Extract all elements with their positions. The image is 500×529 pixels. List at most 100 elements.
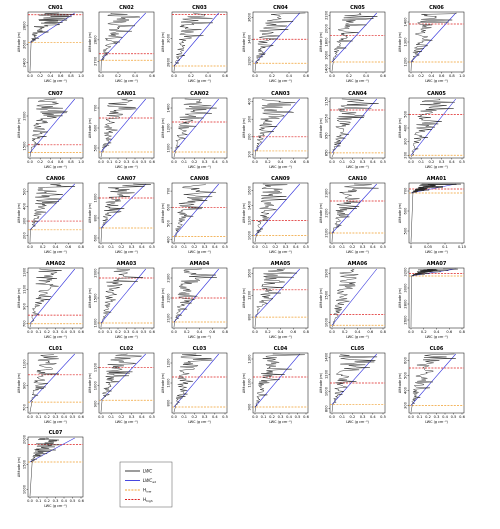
panel-title: CL06 bbox=[430, 346, 444, 352]
y-tick-label: 1500 bbox=[23, 459, 27, 469]
x-tick-label: 0.8 bbox=[459, 330, 465, 334]
x-tick-label: 0.4 bbox=[132, 74, 138, 78]
lwc-line bbox=[331, 353, 378, 413]
x-tick-label: 0.5 bbox=[380, 160, 386, 164]
x-tick-label: 0.0 bbox=[171, 74, 177, 78]
x-tick-label: 0.3 bbox=[278, 415, 284, 419]
x-axis-label: LWC (g cm⁻³) bbox=[44, 335, 67, 339]
panel-title: CL05 bbox=[351, 346, 365, 352]
x-tick-label: 0.2 bbox=[350, 160, 356, 164]
x-tick-label: 0.6 bbox=[446, 330, 452, 334]
lwc-line bbox=[29, 98, 68, 158]
panel-title: CL03 bbox=[193, 346, 207, 352]
lwc-ad-line bbox=[100, 268, 146, 324]
x-tick-label: 0.2 bbox=[37, 74, 43, 78]
x-tick-label: 0.1 bbox=[417, 415, 423, 419]
x-axis-label: LWC (g cm⁻³) bbox=[115, 250, 138, 254]
y-tick-label: 500 bbox=[167, 219, 171, 227]
x-tick-label: 0.0 bbox=[329, 160, 335, 164]
x-tick-label: 0.0 bbox=[98, 330, 104, 334]
x-tick-label: 0.4 bbox=[139, 245, 145, 249]
x-tick-label: 0.1 bbox=[107, 160, 113, 164]
plot-frame bbox=[252, 11, 309, 73]
panel-title: CN01 bbox=[48, 5, 63, 11]
panel-title: CAN05 bbox=[427, 91, 446, 97]
x-tick-label: 0.1 bbox=[339, 245, 345, 249]
y-tick-label: 1800 bbox=[325, 37, 329, 47]
x-tick-label: 0.2 bbox=[188, 74, 194, 78]
x-tick-label: 0.2 bbox=[44, 499, 50, 503]
x-tick-label: 0.1 bbox=[442, 245, 448, 249]
x-tick-label: 0.2 bbox=[192, 160, 198, 164]
lwc-line bbox=[410, 98, 455, 158]
lwc-ad-line bbox=[410, 353, 456, 406]
plot-frame bbox=[252, 182, 309, 244]
panel-cl07: CL07 0.0 0.1 0.2 0.3 0.4 0.5 0.6 LWC (g cm⁻³) 100… bbox=[17, 430, 85, 508]
panel-title: AMA02 bbox=[46, 261, 66, 267]
legend-label: LWCad bbox=[143, 478, 156, 484]
x-axis-label: LWC (g cm⁻³) bbox=[115, 335, 138, 339]
y-tick-label: 1200 bbox=[325, 369, 329, 379]
panel-can10: CAN10 0.0 0.1 0.2 0.3 0.4 0.5 LWC (g cm⁻³) 2100 2… bbox=[319, 176, 386, 254]
legend-label: Hlow bbox=[143, 488, 152, 494]
x-tick-label: 0.5 bbox=[295, 415, 301, 419]
x-axis-label: LWC (g cm⁻³) bbox=[269, 165, 292, 169]
y-tick-label: 300 bbox=[404, 401, 408, 409]
y-tick-label: 400 bbox=[404, 124, 408, 132]
x-tick-label: 0.3 bbox=[129, 415, 135, 419]
y-tick-label: 2400 bbox=[23, 57, 27, 67]
lwc-ad-line bbox=[410, 268, 456, 277]
x-tick-label: 0.3 bbox=[53, 330, 59, 334]
x-tick-label: 0.2 bbox=[265, 330, 271, 334]
y-tick-label: 1600 bbox=[248, 185, 252, 195]
y-tick-label: 1600 bbox=[248, 268, 252, 278]
y-tick-label: 1200 bbox=[167, 358, 171, 368]
panel-cn03: CN03 0.0 0.2 0.4 0.6 LWC (g cm⁻³) 2800 3000Alti… bbox=[161, 5, 229, 83]
y-tick-label: 1000 bbox=[94, 380, 98, 390]
panel-title: CL07 bbox=[49, 430, 63, 436]
plot-frame bbox=[27, 11, 84, 73]
panel-can08: CAN08 0.0 0.1 0.2 0.3 0.4 0.5 LWC (g cm⁻³) 400 50… bbox=[161, 176, 228, 254]
x-tick-label: 0.4 bbox=[212, 160, 218, 164]
y-axis-label: Altitude (m) bbox=[398, 31, 402, 52]
x-tick-label: 0.0 bbox=[98, 245, 104, 249]
x-tick-label: 0.6 bbox=[290, 160, 296, 164]
x-tick-label: 0.2 bbox=[269, 74, 275, 78]
x-tick-label: 0.0 bbox=[408, 74, 414, 78]
x-tick-label: 0.0 bbox=[27, 160, 33, 164]
panel-can01: CAN01 0.0 0.1 0.2 0.3 0.4 0.5 0.6 LWC (g cm⁻³) 50… bbox=[88, 91, 156, 169]
x-tick-label: 0.5 bbox=[222, 245, 228, 249]
y-tick-label: 1000 bbox=[167, 378, 171, 388]
y-tick-label: 950 bbox=[325, 132, 329, 140]
lwc-ad-line bbox=[410, 183, 456, 194]
panel-title: AMA05 bbox=[271, 261, 291, 267]
y-tick-label: 1200 bbox=[248, 215, 252, 225]
lwc-ad-line bbox=[29, 353, 75, 403]
x-axis-label: LWC (g cm⁻³) bbox=[346, 165, 369, 169]
x-tick-label: 0.2 bbox=[192, 245, 198, 249]
legend-entry-lwc: LWC bbox=[125, 469, 152, 474]
x-tick-label: 0.1 bbox=[108, 245, 114, 249]
lwc-line bbox=[173, 268, 217, 328]
plot-frame bbox=[27, 97, 84, 159]
panel-can04: CAN04 0.0 0.1 0.2 0.3 0.4 0.5 LWC (g cm⁻³) 850 95… bbox=[319, 91, 386, 169]
x-tick-label: 0.1 bbox=[108, 415, 114, 419]
panel-title: CL04 bbox=[274, 346, 288, 352]
y-tick-label: 700 bbox=[167, 187, 171, 195]
lwc-ad-line bbox=[331, 12, 377, 63]
lwc-line bbox=[331, 98, 379, 158]
y-tick-label: 1400 bbox=[404, 17, 408, 27]
x-tick-label: 0.1 bbox=[339, 160, 345, 164]
x-tick-label: 0.3 bbox=[202, 160, 208, 164]
x-tick-label: 0.5 bbox=[70, 499, 76, 503]
x-tick-label: 0.3 bbox=[439, 160, 445, 164]
y-axis-label: Altitude (m) bbox=[242, 117, 246, 138]
panel-title: CAN08 bbox=[190, 176, 209, 182]
x-tick-label: 0.2 bbox=[119, 245, 125, 249]
x-tick-label: 0.4 bbox=[363, 74, 369, 78]
x-axis-label: LWC (g cm⁻³) bbox=[44, 504, 67, 508]
panel-cn07: CN07 0.0 0.2 0.4 0.6 0.8 1.0 LWC (g cm⁻³) 1500 20… bbox=[17, 91, 85, 169]
x-tick-label: 0.8 bbox=[449, 74, 455, 78]
x-tick-label: 0.1 bbox=[339, 415, 345, 419]
